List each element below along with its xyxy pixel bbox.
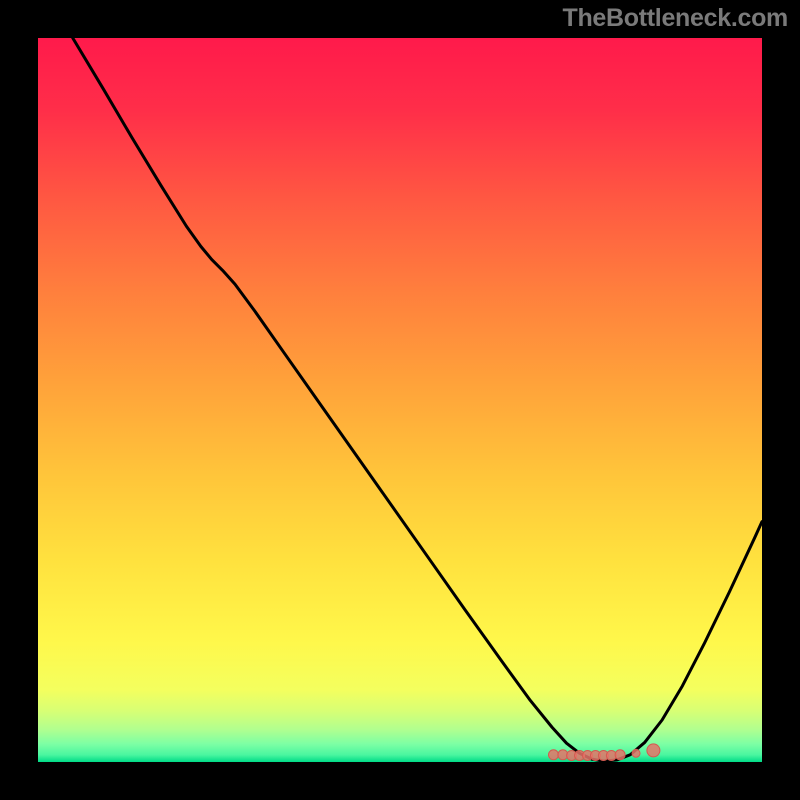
data-marker: [548, 750, 558, 760]
watermark-label: TheBottleneck.com: [562, 4, 788, 33]
data-marker: [632, 749, 640, 757]
chart-container: TheBottleneck.com: [0, 0, 800, 800]
plot-area: [38, 38, 762, 762]
data-marker: [647, 744, 660, 757]
data-marker: [615, 750, 625, 760]
plot-background: [38, 38, 762, 762]
chart-svg: [38, 38, 762, 762]
